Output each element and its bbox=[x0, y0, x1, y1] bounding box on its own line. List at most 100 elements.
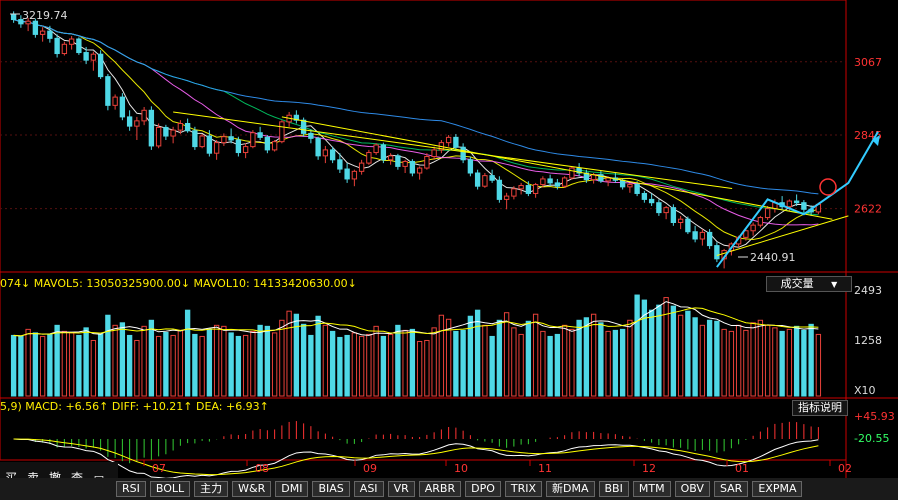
tab-vr[interactable]: VR bbox=[387, 481, 415, 497]
trend-line bbox=[173, 111, 733, 190]
volume-bar bbox=[366, 333, 372, 397]
window-icon[interactable]: ▭ bbox=[93, 470, 105, 484]
volume-bar bbox=[235, 335, 242, 397]
volume-header: 074↓ MAVOL5: 13050325900.00↓ MAVOL10: 14… bbox=[0, 277, 357, 290]
volume-bar bbox=[786, 328, 793, 397]
tab-dpo[interactable]: DPO bbox=[465, 481, 501, 497]
volume-bar bbox=[228, 332, 234, 397]
candle bbox=[293, 114, 300, 121]
volume-bar bbox=[612, 329, 619, 397]
volume-bar bbox=[670, 305, 677, 397]
volume-bar bbox=[496, 319, 503, 397]
volume-bar bbox=[605, 330, 611, 397]
candle bbox=[482, 175, 488, 187]
x-tick-label: 02 bbox=[838, 462, 852, 475]
volume-bar bbox=[97, 333, 104, 397]
volume-bar bbox=[576, 319, 582, 397]
volume-bar bbox=[134, 339, 140, 397]
volume-bar bbox=[590, 313, 597, 397]
ma5-line bbox=[13, 19, 819, 248]
mavol10-line bbox=[13, 307, 819, 337]
volume-bar bbox=[300, 323, 307, 397]
x-tick-label: 10 bbox=[454, 462, 468, 475]
tab-trix[interactable]: TRIX bbox=[504, 481, 543, 497]
candle bbox=[699, 231, 706, 240]
price-tick-label: 2622 bbox=[854, 203, 882, 216]
tab-[interactable]: 主力 bbox=[194, 481, 229, 497]
candle bbox=[569, 167, 575, 179]
candle bbox=[134, 120, 140, 127]
volume-tick-label: 1258 bbox=[854, 334, 882, 347]
volume-bar bbox=[503, 312, 510, 397]
candle bbox=[279, 121, 285, 143]
tab-dmi[interactable]: DMI bbox=[275, 481, 309, 497]
price-pane[interactable] bbox=[10, 11, 880, 269]
volume-bar bbox=[170, 334, 176, 397]
x-axis: 07 08 09 10 11 12 01 02 bbox=[143, 460, 852, 475]
volume-bar bbox=[315, 315, 321, 397]
indicator-help-button[interactable]: 指标说明 bbox=[792, 400, 848, 416]
candle bbox=[750, 224, 756, 232]
candle bbox=[416, 167, 423, 174]
volume-bar bbox=[801, 329, 807, 397]
tab-mtm[interactable]: MTM bbox=[632, 481, 671, 497]
candle bbox=[373, 144, 379, 154]
volume-bar bbox=[445, 318, 452, 397]
volume-bar bbox=[206, 328, 213, 397]
candle bbox=[32, 20, 39, 35]
candle bbox=[387, 155, 394, 161]
volume-bar bbox=[221, 325, 227, 397]
indicator-help-label: 指标说明 bbox=[798, 401, 842, 414]
candle bbox=[105, 76, 111, 106]
tab-rsi[interactable]: RSI bbox=[116, 481, 146, 497]
candle bbox=[177, 123, 184, 131]
x-tick-label: 11 bbox=[538, 462, 552, 475]
volume-bar bbox=[583, 317, 590, 397]
tab-boll[interactable]: BOLL bbox=[149, 481, 191, 497]
macd-pane[interactable]: +45.93 -20.55 bbox=[13, 410, 895, 479]
volume-bar bbox=[648, 309, 655, 397]
dea-line bbox=[13, 438, 819, 476]
tab-dma[interactable]: 新DMA bbox=[546, 481, 595, 497]
candle bbox=[445, 136, 452, 144]
candle bbox=[648, 198, 655, 204]
tab-sar[interactable]: SAR bbox=[713, 481, 749, 497]
candle bbox=[532, 184, 539, 194]
volume-indicator-select[interactable]: 成交量 ▼ bbox=[766, 276, 852, 292]
candle bbox=[344, 168, 350, 180]
volume-bar bbox=[815, 333, 822, 397]
volume-bar bbox=[68, 332, 75, 397]
tab-expma[interactable]: EXPMA bbox=[752, 481, 803, 497]
volume-bar bbox=[279, 319, 285, 397]
volume-bar bbox=[112, 324, 118, 397]
volume-pane[interactable]: 2493 1258 X10 bbox=[10, 284, 882, 397]
macd-tick-label: +45.93 bbox=[854, 410, 895, 423]
volume-bar bbox=[61, 330, 68, 397]
volume-bar bbox=[663, 297, 669, 397]
tab-bbi[interactable]: BBI bbox=[598, 481, 629, 497]
candle bbox=[424, 156, 430, 169]
volume-bar bbox=[721, 328, 727, 397]
ma60-line bbox=[13, 19, 819, 195]
tab-wr[interactable]: W&R bbox=[232, 481, 272, 497]
tab-asi[interactable]: ASI bbox=[353, 481, 384, 497]
tab-arbr[interactable]: ARBR bbox=[418, 481, 462, 497]
candle bbox=[206, 135, 213, 154]
candle bbox=[112, 96, 118, 106]
volume-bar bbox=[257, 324, 263, 397]
candle bbox=[61, 43, 68, 55]
volume-bar bbox=[547, 335, 553, 397]
volume-bar bbox=[735, 324, 742, 397]
volume-bar bbox=[141, 325, 147, 397]
tab-bias[interactable]: BIAS bbox=[312, 481, 350, 497]
volume-bar bbox=[677, 314, 684, 397]
x-tick-label: 12 bbox=[642, 462, 656, 475]
volume-bar bbox=[54, 324, 60, 397]
low-price-label: 2440.91 bbox=[750, 251, 796, 264]
candle bbox=[714, 245, 720, 260]
volume-bar bbox=[619, 328, 626, 397]
candle bbox=[119, 96, 126, 118]
tab-obv[interactable]: OBV bbox=[674, 481, 710, 497]
volume-bar bbox=[76, 334, 82, 397]
